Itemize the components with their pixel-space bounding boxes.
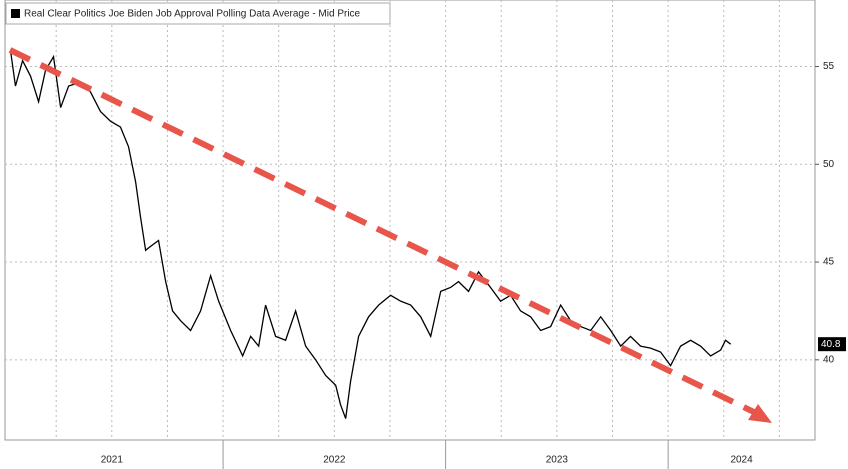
- plot-frame: [4, 0, 816, 441]
- legend-label: Real Clear Politics Joe Biden Job Approv…: [24, 9, 361, 20]
- legend-swatch: [11, 9, 20, 18]
- last-value-label: 40.8: [821, 339, 841, 350]
- x-tick-label: 2021: [101, 455, 124, 466]
- y-tick-label: 40: [823, 354, 835, 365]
- x-tick-label: 2024: [730, 455, 753, 466]
- grid: [5, 0, 815, 440]
- legend-box: [5, 2, 391, 25]
- y-tick-label: 50: [823, 159, 835, 170]
- trend-arrow-head: [748, 404, 772, 423]
- trend-arrow: [8, 47, 762, 418]
- x-tick-label: 2023: [546, 455, 569, 466]
- marks: [9, 50, 732, 419]
- line: [9, 50, 732, 419]
- y-tick-label: 45: [823, 257, 835, 268]
- x-tick-label: 2022: [323, 455, 346, 466]
- last-value-box: [818, 337, 846, 352]
- y-tick-label: 55: [823, 61, 835, 72]
